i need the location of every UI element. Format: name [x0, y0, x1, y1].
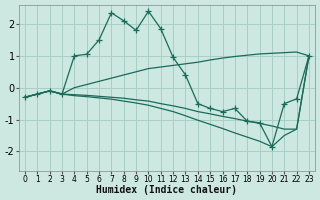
X-axis label: Humidex (Indice chaleur): Humidex (Indice chaleur) [96, 185, 237, 195]
